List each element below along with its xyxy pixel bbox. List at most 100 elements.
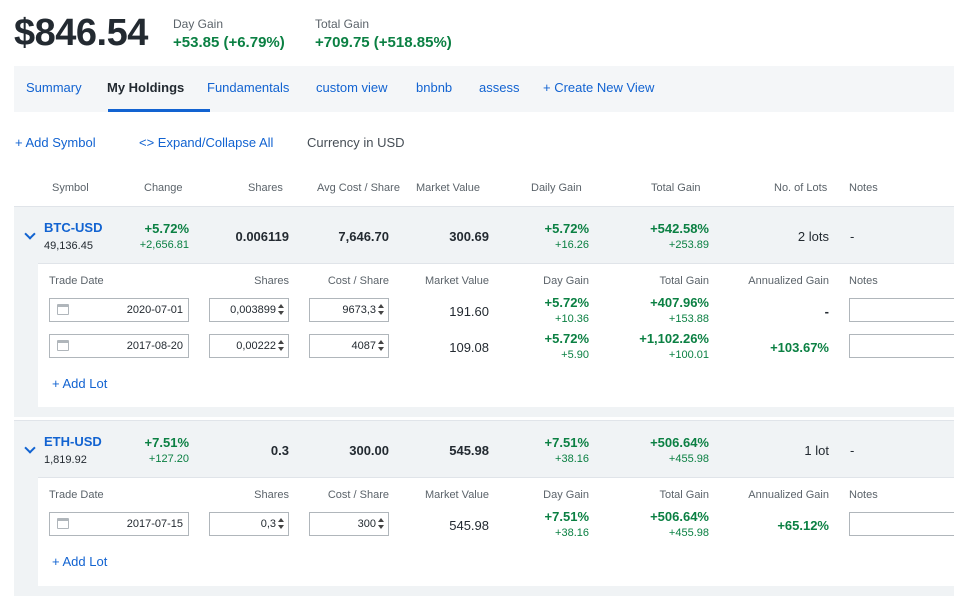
daily-gain-abs: +38.16 [555,453,589,465]
market-value: 545.98 [449,443,489,458]
lot-col-annualized: Annualized Gain [748,275,829,287]
notes-value: - [850,229,855,244]
lot-col-trade-date: Trade Date [49,275,104,287]
holding-group-eth: ETH-USD 1,819.92 +7.51% +127.20 0.3 300.… [14,420,954,596]
tab-bnbnb[interactable]: bnbnb [416,80,453,95]
total-gain-label: Total Gain [315,17,370,31]
portfolio-value: $846.54 [14,12,148,54]
lot-col-market-value: Market Value [425,275,489,287]
lot-col-total-gain: Total Gain [659,275,709,287]
lot-market-value: 545.98 [449,518,489,533]
table-row[interactable]: BTC-USD 49,136.45 +5.72% +2,656.81 0.006… [14,206,954,262]
lot-shares-input[interactable]: 0,00222 [209,334,289,358]
total-gain-value: +709.75 (+518.85%) [315,34,452,51]
tab-my-holdings[interactable]: My Holdings [107,80,185,95]
lots-panel: Trade Date Shares Cost / Share Market Va… [38,263,954,407]
lot-notes-input[interactable] [849,334,954,358]
holding-group-btc: BTC-USD 49,136.45 +5.72% +2,656.81 0.006… [14,206,954,417]
lot-cost-input[interactable]: 4087 [309,334,389,358]
lot-col-shares: Shares [254,489,289,501]
lot-total-gain-pct: +506.64% [650,509,709,524]
currency-label: Currency in USD [307,135,405,150]
stepper-icon[interactable] [278,304,285,316]
avg-cost-value: 300.00 [349,443,389,458]
change-pct: +5.72% [144,221,189,236]
lot-col-market-value: Market Value [425,489,489,501]
lot-notes-input[interactable] [849,298,954,322]
lot-notes-input[interactable] [849,512,954,536]
expand-collapse-button[interactable]: <> Expand/Collapse All [139,135,274,150]
lot-shares-input[interactable]: 0,3 [209,512,289,536]
lot-cost-input[interactable]: 9673,3 [309,298,389,322]
col-symbol[interactable]: Symbol [52,182,89,194]
lot-cost-input[interactable]: 300 [309,512,389,536]
shares-value: 0.3 [270,443,289,458]
lot-day-gain-pct: +7.51% [544,509,589,524]
total-gain-abs: +455.98 [668,453,709,465]
add-lot-button[interactable]: + Add Lot [52,554,108,569]
col-change[interactable]: Change [144,182,183,194]
lot-day-gain-pct: +5.72% [544,331,589,346]
col-market-value[interactable]: Market Value [416,182,480,194]
stepper-icon[interactable] [278,340,285,352]
tab-summary[interactable]: Summary [26,80,82,95]
tab-assess[interactable]: assess [479,80,520,95]
tab-fundamentals[interactable]: Fundamentals [207,80,290,95]
lot-col-notes: Notes [849,275,878,287]
market-value: 300.69 [449,229,489,244]
lots-panel: Trade Date Shares Cost / Share Market Va… [38,477,954,586]
stepper-icon[interactable] [378,304,385,316]
symbol-link[interactable]: ETH-USD [44,434,102,449]
lots-count: 1 lot [804,443,829,458]
col-lots[interactable]: No. of Lots [774,182,828,194]
col-shares[interactable]: Shares [248,182,283,194]
stepper-icon[interactable] [378,340,385,352]
trade-date-input[interactable]: 2017-07-15 [49,512,189,536]
col-total-gain[interactable]: Total Gain [651,182,701,194]
daily-gain-pct: +7.51% [544,435,589,450]
change-abs: +127.20 [148,453,189,465]
add-lot-button[interactable]: + Add Lot [52,376,108,391]
lot-col-shares: Shares [254,275,289,287]
calendar-icon [57,304,69,315]
col-notes[interactable]: Notes [849,182,878,194]
stepper-icon[interactable] [378,518,385,530]
chevron-down-icon[interactable] [24,442,36,454]
lot-col-annualized: Annualized Gain [748,489,829,501]
lot-col-cost: Cost / Share [327,489,389,501]
day-gain-value: +53.85 (+6.79%) [173,34,285,51]
trade-date-input[interactable]: 2017-08-20 [49,334,189,358]
lot-col-total-gain: Total Gain [659,489,709,501]
calendar-icon [57,340,69,351]
lot-col-trade-date: Trade Date [49,489,104,501]
lot-col-day-gain: Day Gain [543,489,589,501]
table-row[interactable]: ETH-USD 1,819.92 +7.51% +127.20 0.3 300.… [14,420,954,476]
lot-annualized-gain: +65.12% [777,518,829,533]
lot-annualized-gain: +103.67% [770,340,829,355]
symbol-link[interactable]: BTC-USD [44,220,103,235]
lot-total-gain-abs: +153.88 [668,313,709,325]
change-abs: +2,656.81 [139,239,189,251]
day-gain-label: Day Gain [173,17,224,31]
total-gain-pct: +506.64% [650,435,709,450]
add-symbol-button[interactable]: + Add Symbol [15,135,96,150]
create-new-view-button[interactable]: + Create New View [543,80,655,95]
total-gain-summary: Total Gain +709.75 (+518.85%) [315,17,452,51]
total-gain-pct: +542.58% [650,221,709,236]
stepper-icon[interactable] [278,518,285,530]
daily-gain-pct: +5.72% [544,221,589,236]
lot-market-value: 109.08 [449,340,489,355]
lot-day-gain-abs: +38.16 [555,527,589,539]
lot-shares-input[interactable]: 0,003899 [209,298,289,322]
tab-custom-view[interactable]: custom view [316,80,388,95]
lot-col-notes: Notes [849,489,878,501]
daily-gain-abs: +16.26 [555,239,589,251]
lot-total-gain-pct: +407.96% [650,295,709,310]
col-avg-cost[interactable]: Avg Cost / Share [317,182,400,194]
lot-market-value: 191.60 [449,304,489,319]
trade-date-input[interactable]: 2020-07-01 [49,298,189,322]
col-daily-gain[interactable]: Daily Gain [531,182,582,194]
chevron-down-icon[interactable] [24,228,36,240]
lot-total-gain-pct: +1,102.26% [639,331,709,346]
total-gain-abs: +253.89 [668,239,709,251]
